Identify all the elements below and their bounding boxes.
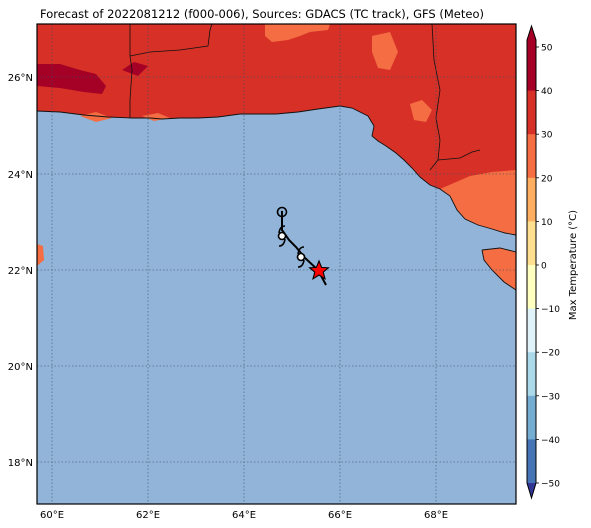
colorbar-tick-label: −40: [541, 436, 560, 446]
warm-patch-west-coast: [80, 112, 112, 122]
colorbar-band: [527, 177, 536, 222]
colorbar-bands: [527, 40, 536, 484]
colorbar-band: [527, 134, 536, 179]
cyclone-symbol-icon: [296, 246, 306, 268]
coastline: [37, 105, 516, 236]
colorbar-tick-label: 0: [541, 262, 547, 272]
lat-tick-label: 26°N: [8, 73, 33, 84]
map-panel: [37, 24, 516, 504]
colorbar-tick-label: 50: [541, 44, 553, 54]
colorbar-arrow-bottom: [527, 483, 536, 498]
colorbar-label: Max Temperature (°C): [568, 210, 579, 320]
colorbar-tick-label: −50: [541, 480, 560, 490]
colorbar-band: [527, 221, 536, 266]
colorbar-band: [527, 90, 536, 135]
country-border-north: [129, 24, 213, 57]
colorbar-band: [527, 308, 536, 353]
lon-tick-label: 66°E: [328, 510, 352, 521]
colorbar-tick-label: −30: [541, 392, 560, 402]
colorbar-ticks: 50 40 30 20 10 0 −10 −20 −30 −40 −50: [536, 44, 560, 490]
colorbar-tick-label: −10: [541, 305, 560, 315]
warm-patch-east-coast: [440, 170, 516, 235]
colorbar-arrow-top: [527, 26, 536, 40]
hot-patch-northwest: [37, 64, 106, 94]
lon-tick-label: 64°E: [232, 510, 256, 521]
lon-tick-label: 68°E: [424, 510, 448, 521]
latitude-ticks: 26°N 24°N 22°N 20°N 18°N: [8, 73, 33, 469]
colorbar: 50 40 30 20 10 0 −10 −20 −30 −40 −50 Max Temperatu…: [526, 24, 579, 500]
colorbar-band: [527, 47, 536, 92]
land-area-southeast: [482, 248, 516, 290]
colorbar-band: [527, 265, 536, 310]
warm-patch-northeast: [265, 24, 330, 42]
warm-patch-coastal: [410, 100, 432, 122]
colorbar-tick-label: 10: [541, 218, 553, 228]
country-border-east-2: [437, 149, 481, 161]
lat-tick-label: 22°N: [8, 266, 33, 277]
longitude-ticks: 60°E 62°E 64°E 66°E 68°E: [40, 510, 448, 521]
lat-tick-label: 18°N: [8, 458, 33, 469]
land-area-west-edge: [37, 244, 44, 266]
map-gridlines: [37, 24, 516, 504]
lat-tick-label: 20°N: [8, 362, 33, 373]
lon-tick-label: 62°E: [136, 510, 160, 521]
figure-title: Forecast of 2022081212 (f000-006), Sourc…: [40, 7, 484, 21]
colorbar-band: [527, 352, 536, 397]
colorbar-tick-label: 40: [541, 87, 553, 97]
lat-tick-label: 24°N: [8, 170, 33, 181]
colorbar-band: [527, 395, 536, 440]
colorbar-tick-label: 30: [541, 131, 553, 141]
circle-marker-icon: [276, 206, 288, 218]
colorbar-band: [527, 40, 536, 48]
country-border-west: [129, 24, 133, 118]
tc-track: [276, 206, 330, 286]
warm-patch-north-hills: [372, 32, 398, 70]
map-frame: [36, 23, 517, 505]
colorbar-tick-label: −20: [541, 349, 560, 359]
cyclone-symbol-icon: [277, 225, 287, 247]
red-star-icon: [308, 259, 330, 281]
lon-tick-label: 60°E: [40, 510, 64, 521]
hot-patch-north: [122, 62, 148, 76]
colorbar-band: [527, 439, 536, 484]
colorbar-tick-label: 20: [541, 174, 553, 184]
